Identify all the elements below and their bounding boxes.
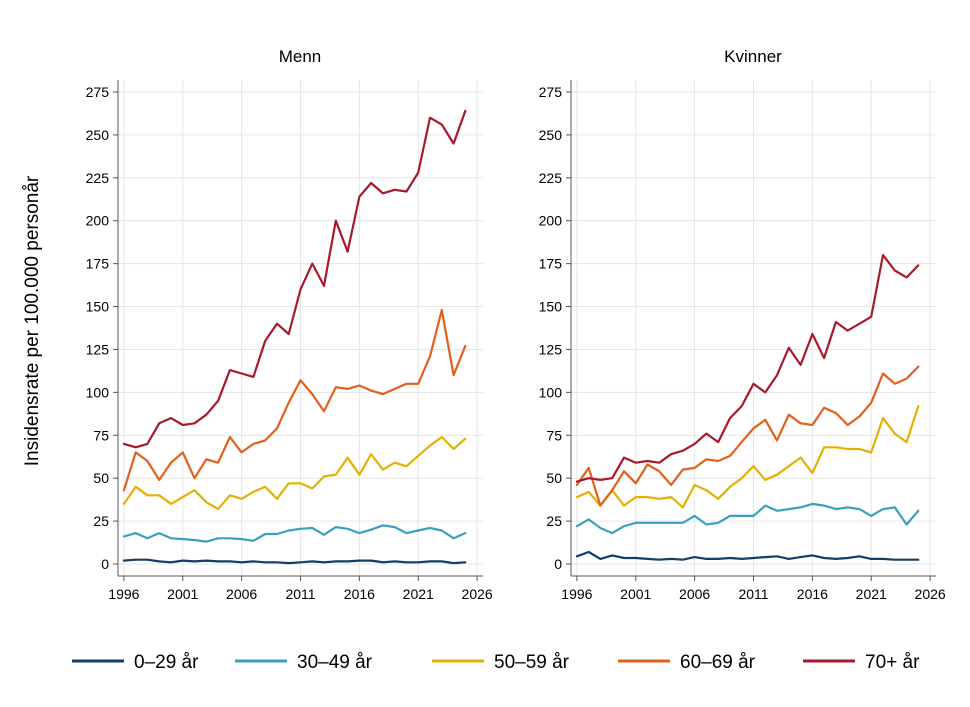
y-tick-label: 200 xyxy=(539,213,563,229)
legend-label: 70+ år xyxy=(865,652,920,673)
panel-title-kvinner: Kvinner xyxy=(724,47,782,66)
series-line-kvinner-0-29-r xyxy=(575,550,920,561)
x-tick-label: 2016 xyxy=(344,586,375,602)
x-tick-label: 2011 xyxy=(738,586,768,602)
x-tick-label: 2026 xyxy=(462,586,493,602)
y-tick-label: 125 xyxy=(539,341,563,357)
legend-label: 30–49 år xyxy=(297,652,373,673)
x-tick-label: 1996 xyxy=(561,586,592,602)
y-tick-label: 75 xyxy=(546,427,562,443)
y-tick-label: 75 xyxy=(93,427,109,443)
series-line-menn-60-69-r xyxy=(122,308,467,492)
y-tick-label: 25 xyxy=(546,513,562,529)
legend: 0–29 år 30–49 år 50–59 år 60–69 år 70+ år xyxy=(72,652,920,673)
series-line-menn-30-49-r xyxy=(122,524,467,543)
series-line-kvinner-50-59-r xyxy=(575,405,920,509)
y-tick-label: 25 xyxy=(93,513,109,529)
y-tick-label: 150 xyxy=(539,299,563,315)
y-tick-label: 250 xyxy=(86,127,110,143)
y-tick-label: 175 xyxy=(86,256,110,272)
y-tick-label: 275 xyxy=(86,84,110,100)
series-line-menn-50-59-r xyxy=(122,435,467,511)
y-tick-label: 225 xyxy=(539,170,563,186)
y-tick-label: 0 xyxy=(101,556,109,572)
y-tick-label: 0 xyxy=(554,556,562,572)
x-tick-label: 2001 xyxy=(620,586,651,602)
series-line-kvinner-70plus-r xyxy=(575,254,920,483)
panel-kvinner: Kvinner 0 25 50 75 100 125 150 175 200 225 250 275 1… xyxy=(539,47,946,602)
legend-label: 60–69 år xyxy=(680,652,756,673)
legend-item-0-29-r: 0–29 år xyxy=(72,652,199,673)
y-tick-label: 150 xyxy=(86,299,110,315)
legend-item-30-49-r: 30–49 år xyxy=(235,652,373,673)
x-tick-label: 2021 xyxy=(856,586,887,602)
legend-item-70plus-r: 70+ år xyxy=(803,652,920,673)
y-tick-label: 175 xyxy=(539,256,563,272)
y-tick-label: 125 xyxy=(86,341,110,357)
x-tick-label: 2026 xyxy=(915,586,946,602)
y-axis-label: Insidensrate per 100.000 personår xyxy=(22,175,43,466)
legend-item-60-69-r: 60–69 år xyxy=(618,652,756,673)
y-tick-label: 250 xyxy=(539,127,563,143)
y-tick-label: 275 xyxy=(539,84,563,100)
series-line-menn-0-29-r xyxy=(122,558,467,565)
x-tick-label: 2001 xyxy=(167,586,198,602)
series-line-menn-70plus-r xyxy=(122,109,467,449)
y-tick-label: 50 xyxy=(93,470,109,486)
y-tick-label: 50 xyxy=(546,470,562,486)
x-tick-label: 2021 xyxy=(403,586,434,602)
legend-label: 0–29 år xyxy=(134,652,199,673)
series-line-kvinner-60-69-r xyxy=(575,365,920,507)
x-tick-label: 1996 xyxy=(108,586,139,602)
x-tick-label: 2011 xyxy=(285,586,315,602)
legend-item-50-59-r: 50–59 år xyxy=(432,652,570,673)
y-tick-label: 100 xyxy=(539,384,563,400)
panel-title-menn: Menn xyxy=(279,47,322,66)
series-line-kvinner-30-49-r xyxy=(575,502,920,535)
panel-menn: Menn 0 25 50 75 100 125 150 175 200 225 250 275 1996… xyxy=(86,47,493,602)
y-tick-label: 200 xyxy=(86,213,110,229)
x-tick-label: 2016 xyxy=(797,586,828,602)
x-tick-label: 2006 xyxy=(226,586,257,602)
legend-label: 50–59 år xyxy=(494,652,570,673)
y-tick-label: 100 xyxy=(86,384,110,400)
x-tick-label: 2006 xyxy=(679,586,710,602)
y-tick-label: 225 xyxy=(86,170,110,186)
